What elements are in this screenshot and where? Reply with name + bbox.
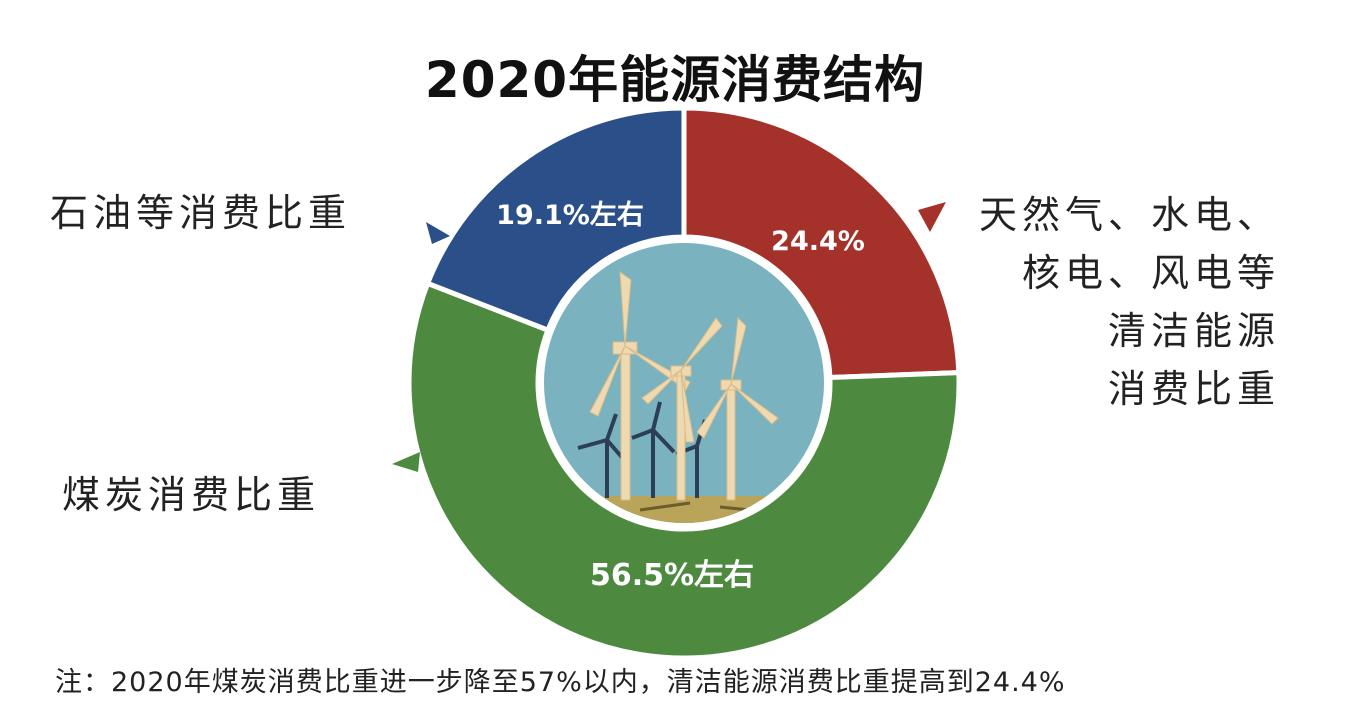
chart-title: 2020年能源消费结构 [424, 51, 926, 109]
oil-label-line: 石油等消费比重 [50, 191, 352, 235]
coal-label: 煤炭消费比重 [62, 466, 320, 524]
clean-energy-label-line: 清洁能源 [1107, 309, 1280, 353]
clean-energy-label-line: 核电、风电等 [1021, 251, 1280, 295]
clean-energy-label-line: 天然气、水电、 [978, 193, 1280, 237]
label-pointer [392, 452, 420, 472]
oil-label: 石油等消费比重 [50, 184, 351, 242]
label-pointer [426, 222, 450, 244]
label-pointer [918, 202, 946, 232]
footnote: 注：2020年煤炭消费比重进一步降至57%以内，清洁能源消费比重提高到24.4% [55, 667, 1066, 698]
slice-value-label: 24.4% [771, 226, 865, 257]
slice-value-label: 56.5%左右 [590, 558, 754, 593]
slice-value-label: 19.1%左右 [496, 200, 644, 231]
clean-energy-label-line: 消费比重 [1107, 367, 1280, 411]
clean-energy-label: 天然气、水电、 核电、风电等 清洁能源 消费比重 [950, 186, 1280, 418]
coal-label-line: 煤炭消费比重 [62, 473, 321, 517]
